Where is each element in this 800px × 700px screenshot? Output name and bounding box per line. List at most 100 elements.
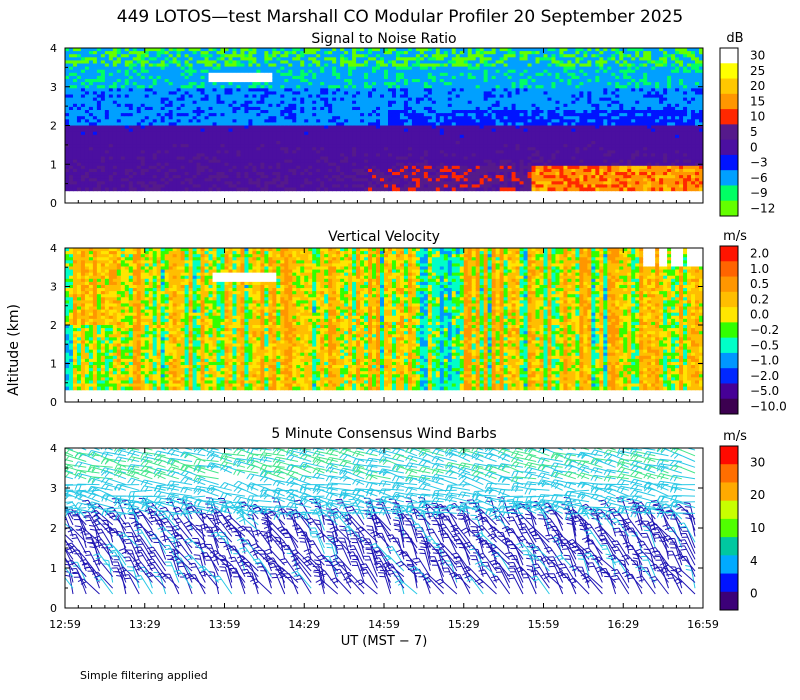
snr-cell bbox=[104, 69, 110, 74]
snr-cell bbox=[376, 82, 381, 86]
snr-cell bbox=[296, 134, 301, 139]
snr-cell bbox=[292, 48, 297, 52]
snr-cell bbox=[463, 181, 469, 185]
snr-cell bbox=[312, 141, 317, 145]
snr-cell bbox=[164, 128, 170, 133]
snr-cell bbox=[204, 60, 210, 65]
snr-cell bbox=[352, 94, 357, 99]
snr-cell bbox=[188, 116, 194, 120]
snr-cell bbox=[316, 122, 321, 127]
snr-cell bbox=[208, 88, 214, 92]
snr-cell bbox=[491, 178, 497, 182]
snr-cell bbox=[443, 162, 449, 167]
snr-cell bbox=[192, 134, 198, 139]
snr-cell bbox=[336, 66, 341, 71]
snr-cell bbox=[148, 165, 154, 170]
snr-cell bbox=[208, 113, 214, 117]
snr-cell bbox=[443, 66, 449, 71]
snr-cell bbox=[252, 178, 257, 182]
snr-cell bbox=[88, 165, 94, 170]
snr-cell bbox=[447, 85, 453, 89]
snr-cell bbox=[372, 153, 377, 158]
snr-cell bbox=[104, 156, 110, 161]
snr-cell bbox=[280, 103, 285, 108]
snr-cell bbox=[399, 187, 405, 192]
snr-cell bbox=[268, 162, 273, 167]
snr-cell bbox=[160, 106, 166, 111]
snr-cell bbox=[288, 165, 293, 170]
snr-cell bbox=[184, 147, 190, 151]
snr-cell bbox=[160, 85, 166, 89]
snr-cell bbox=[407, 147, 413, 151]
snr-cell bbox=[395, 184, 401, 189]
snr-cell bbox=[324, 131, 329, 136]
snr-cell bbox=[376, 60, 381, 65]
snr-cell bbox=[455, 100, 461, 105]
snr-cell bbox=[208, 69, 214, 74]
snr-cell bbox=[364, 116, 369, 120]
snr-cell bbox=[100, 69, 106, 74]
snr-cell bbox=[272, 94, 277, 99]
snr-cell bbox=[443, 100, 449, 105]
snr-cell bbox=[100, 122, 106, 127]
snr-cell bbox=[427, 156, 433, 161]
snr-cell bbox=[80, 156, 86, 161]
snr-cell bbox=[348, 178, 353, 182]
snr-cell bbox=[116, 156, 122, 161]
snr-cell bbox=[65, 69, 70, 74]
snr-cell bbox=[156, 150, 162, 154]
snr-cell bbox=[248, 91, 254, 96]
snr-cell bbox=[248, 116, 254, 120]
snr-cell bbox=[156, 178, 162, 182]
snr-cell bbox=[136, 116, 142, 120]
snr-cell bbox=[248, 122, 254, 127]
snr-cell bbox=[387, 178, 393, 182]
snr-cell bbox=[280, 85, 285, 89]
snr-cell bbox=[220, 63, 226, 68]
snr-cell bbox=[208, 75, 214, 80]
snr-cell bbox=[423, 128, 429, 133]
snr-cell bbox=[132, 178, 138, 182]
snr-cell bbox=[100, 48, 106, 52]
snr-cell bbox=[68, 66, 74, 71]
snr-cell bbox=[192, 51, 198, 55]
snr-cell bbox=[411, 162, 417, 167]
snr-cell bbox=[308, 165, 313, 170]
snr-cell bbox=[467, 82, 473, 86]
snr-cell bbox=[435, 159, 441, 164]
snr-cell bbox=[192, 137, 198, 142]
snr-cell bbox=[65, 131, 70, 136]
snr-cell bbox=[144, 125, 150, 130]
snr-cell bbox=[252, 162, 257, 167]
snr-cell bbox=[204, 119, 210, 123]
snr-cell bbox=[435, 51, 441, 55]
snr-cell bbox=[427, 100, 433, 105]
snr-cell bbox=[439, 100, 445, 105]
snr-cell bbox=[296, 165, 301, 170]
snr-cell bbox=[407, 150, 413, 154]
snr-cell bbox=[348, 172, 353, 176]
snr-cell bbox=[483, 51, 489, 55]
snr-cell bbox=[236, 159, 242, 164]
snr-cell bbox=[176, 131, 182, 136]
snr-cell bbox=[292, 184, 297, 189]
snr-cell bbox=[439, 134, 445, 139]
snr-cell bbox=[415, 128, 421, 133]
snr-cell bbox=[276, 150, 281, 154]
snr-cell bbox=[304, 75, 309, 80]
snr-cell bbox=[435, 119, 441, 123]
snr-cell bbox=[228, 97, 234, 102]
snr-cell bbox=[312, 184, 317, 189]
snr-cell bbox=[108, 134, 114, 139]
snr-cell bbox=[164, 91, 170, 96]
snr-cell bbox=[144, 69, 150, 74]
snr-cell bbox=[407, 66, 413, 71]
snr-cell bbox=[447, 51, 453, 55]
snr-cell bbox=[495, 54, 501, 58]
snr-cell bbox=[296, 48, 301, 52]
snr-cell bbox=[152, 122, 158, 127]
snr-cell bbox=[384, 97, 389, 102]
snr-cell bbox=[411, 172, 417, 176]
snr-cell bbox=[88, 82, 94, 86]
snr-cell bbox=[92, 165, 98, 170]
